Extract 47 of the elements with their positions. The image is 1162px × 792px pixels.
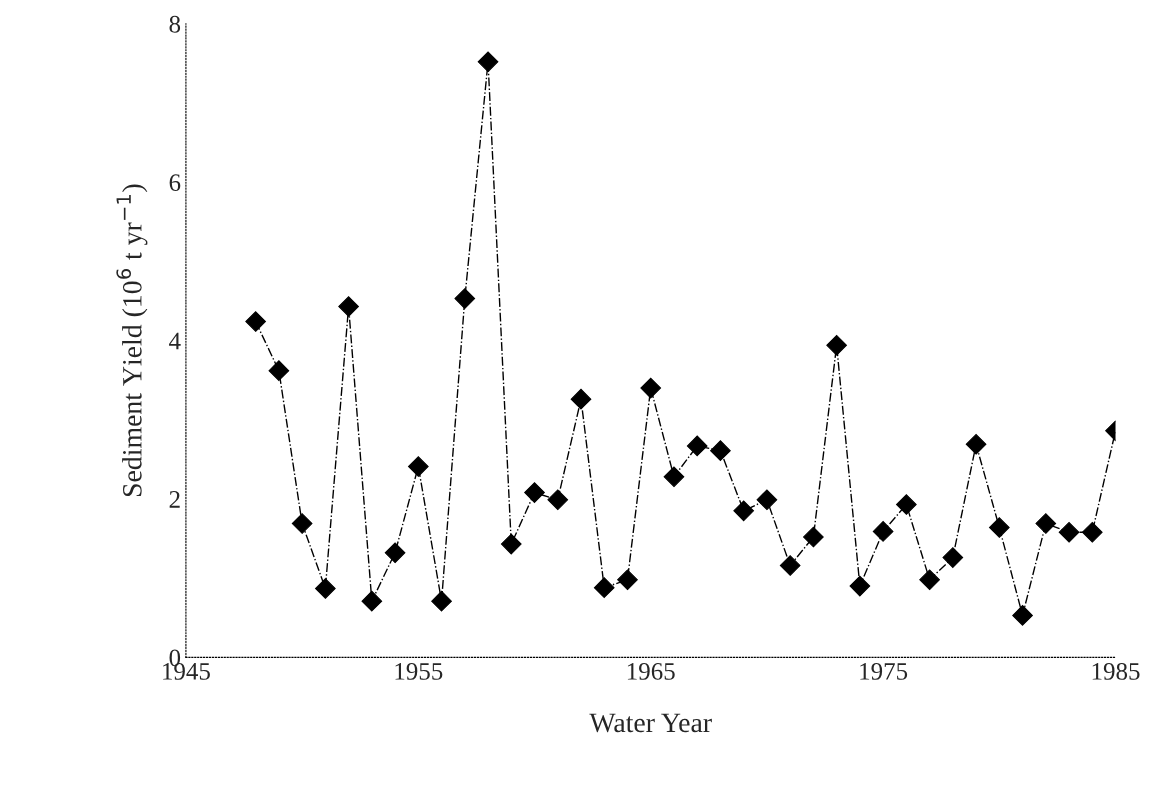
point bbox=[663, 466, 685, 488]
point bbox=[431, 590, 452, 612]
point bbox=[942, 547, 964, 568]
point bbox=[1035, 513, 1057, 534]
y-axis-title: Sediment Yield (10$^{6}$ t yr$^{−1}$) bbox=[116, 184, 148, 497]
point bbox=[384, 542, 406, 564]
x-tick-label: 1985 bbox=[1092, 662, 1140, 680]
point bbox=[640, 377, 662, 399]
point bbox=[570, 388, 592, 410]
x-tick-label: 1975 bbox=[860, 663, 908, 680]
point bbox=[338, 296, 359, 317]
x-axis-title: Water Year bbox=[589, 713, 712, 733]
point bbox=[965, 433, 987, 455]
point bbox=[524, 482, 545, 503]
point bbox=[361, 590, 383, 612]
y-tick-label: 4 bbox=[169, 332, 181, 350]
point bbox=[710, 440, 731, 461]
point bbox=[407, 456, 429, 477]
point bbox=[315, 578, 336, 599]
point bbox=[291, 513, 313, 534]
point bbox=[617, 569, 638, 591]
point bbox=[849, 575, 871, 597]
point bbox=[1012, 605, 1033, 626]
x-tick-label: 1955 bbox=[395, 663, 443, 680]
point bbox=[477, 51, 499, 73]
point bbox=[593, 577, 615, 598]
point bbox=[245, 311, 266, 332]
point bbox=[268, 360, 290, 381]
point bbox=[1081, 521, 1103, 543]
point bbox=[547, 489, 569, 511]
point bbox=[872, 521, 894, 542]
point bbox=[454, 288, 476, 309]
point bbox=[826, 334, 847, 356]
point bbox=[686, 435, 708, 457]
y-tick-label: 8 bbox=[169, 15, 181, 33]
y-tick-label: 6 bbox=[169, 174, 181, 192]
point bbox=[756, 489, 778, 511]
y-tick-label: 2 bbox=[169, 491, 180, 508]
point bbox=[1058, 521, 1080, 543]
point bbox=[988, 517, 1010, 538]
point bbox=[779, 555, 801, 576]
point bbox=[896, 494, 917, 515]
point bbox=[919, 569, 940, 591]
point bbox=[500, 533, 522, 555]
point bbox=[803, 526, 824, 548]
point bbox=[733, 500, 755, 522]
x-tick-label: 1965 bbox=[627, 663, 675, 680]
